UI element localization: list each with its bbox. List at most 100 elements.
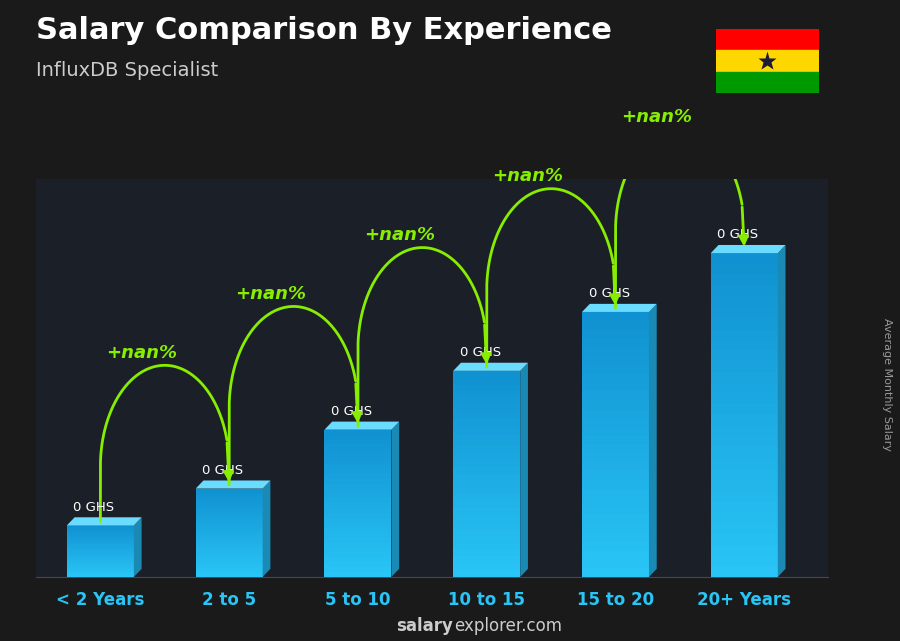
Polygon shape xyxy=(454,385,520,392)
Polygon shape xyxy=(325,469,392,474)
Polygon shape xyxy=(67,572,134,574)
Text: +nan%: +nan% xyxy=(621,108,692,126)
Polygon shape xyxy=(325,444,392,449)
Polygon shape xyxy=(649,304,657,577)
Polygon shape xyxy=(195,559,263,562)
Polygon shape xyxy=(711,404,778,415)
Polygon shape xyxy=(325,523,392,528)
Polygon shape xyxy=(325,464,392,469)
Polygon shape xyxy=(195,544,263,547)
Polygon shape xyxy=(195,481,270,488)
Polygon shape xyxy=(67,569,134,570)
Polygon shape xyxy=(67,567,134,569)
Polygon shape xyxy=(454,536,520,542)
Polygon shape xyxy=(325,562,392,567)
Polygon shape xyxy=(325,494,392,499)
Polygon shape xyxy=(582,479,649,488)
Polygon shape xyxy=(582,365,649,374)
Polygon shape xyxy=(711,372,778,383)
Polygon shape xyxy=(454,563,520,570)
Polygon shape xyxy=(325,542,392,547)
Polygon shape xyxy=(325,474,392,479)
Polygon shape xyxy=(67,563,134,565)
Polygon shape xyxy=(582,427,649,436)
Polygon shape xyxy=(711,479,778,490)
Polygon shape xyxy=(325,484,392,488)
Polygon shape xyxy=(711,245,786,253)
Polygon shape xyxy=(711,274,778,285)
Polygon shape xyxy=(263,481,270,577)
Polygon shape xyxy=(195,501,263,503)
Polygon shape xyxy=(582,320,649,329)
Polygon shape xyxy=(582,374,649,383)
Text: 0 GHS: 0 GHS xyxy=(74,501,114,513)
Text: 0 GHS: 0 GHS xyxy=(202,464,243,477)
Polygon shape xyxy=(67,570,134,572)
Polygon shape xyxy=(67,556,134,558)
Polygon shape xyxy=(454,549,520,556)
Polygon shape xyxy=(325,440,392,444)
Polygon shape xyxy=(134,517,141,577)
Polygon shape xyxy=(325,503,392,508)
Polygon shape xyxy=(711,566,778,577)
Polygon shape xyxy=(195,497,263,501)
Polygon shape xyxy=(325,422,400,429)
Polygon shape xyxy=(454,481,520,488)
Polygon shape xyxy=(711,264,778,274)
Polygon shape xyxy=(195,488,263,492)
Polygon shape xyxy=(195,568,263,571)
Polygon shape xyxy=(454,529,520,536)
Polygon shape xyxy=(582,304,657,312)
Text: 0 GHS: 0 GHS xyxy=(717,228,759,241)
Polygon shape xyxy=(325,513,392,518)
Polygon shape xyxy=(67,532,134,534)
Text: Salary Comparison By Experience: Salary Comparison By Experience xyxy=(36,16,612,45)
Polygon shape xyxy=(195,518,263,521)
Polygon shape xyxy=(454,453,520,460)
Polygon shape xyxy=(67,541,134,542)
Polygon shape xyxy=(195,521,263,524)
Polygon shape xyxy=(325,499,392,503)
Polygon shape xyxy=(195,571,263,574)
Polygon shape xyxy=(67,527,134,529)
Polygon shape xyxy=(520,363,528,577)
Polygon shape xyxy=(582,488,649,497)
Polygon shape xyxy=(67,551,134,553)
Bar xyxy=(716,29,819,50)
Polygon shape xyxy=(454,440,520,446)
Text: +nan%: +nan% xyxy=(492,167,563,185)
Polygon shape xyxy=(325,459,392,464)
Polygon shape xyxy=(582,515,649,524)
Text: explorer.com: explorer.com xyxy=(454,617,562,635)
Bar xyxy=(716,72,819,93)
Polygon shape xyxy=(325,553,392,557)
Polygon shape xyxy=(711,426,778,437)
Polygon shape xyxy=(67,558,134,560)
Polygon shape xyxy=(325,488,392,494)
Polygon shape xyxy=(67,549,134,551)
Text: +nan%: +nan% xyxy=(106,344,177,362)
Polygon shape xyxy=(67,534,134,536)
Polygon shape xyxy=(454,508,520,515)
Polygon shape xyxy=(582,524,649,533)
Polygon shape xyxy=(454,515,520,522)
Polygon shape xyxy=(711,458,778,469)
Polygon shape xyxy=(325,449,392,454)
Polygon shape xyxy=(325,528,392,533)
Polygon shape xyxy=(454,467,520,474)
Text: 0 GHS: 0 GHS xyxy=(589,287,630,300)
Polygon shape xyxy=(454,426,520,433)
Polygon shape xyxy=(195,515,263,518)
Polygon shape xyxy=(582,462,649,471)
Polygon shape xyxy=(582,533,649,542)
Polygon shape xyxy=(711,296,778,307)
Polygon shape xyxy=(392,422,400,577)
Polygon shape xyxy=(582,444,649,453)
Polygon shape xyxy=(454,460,520,467)
Polygon shape xyxy=(582,409,649,418)
Polygon shape xyxy=(325,538,392,542)
Polygon shape xyxy=(325,567,392,572)
Polygon shape xyxy=(454,488,520,494)
Polygon shape xyxy=(711,415,778,426)
Polygon shape xyxy=(195,530,263,533)
